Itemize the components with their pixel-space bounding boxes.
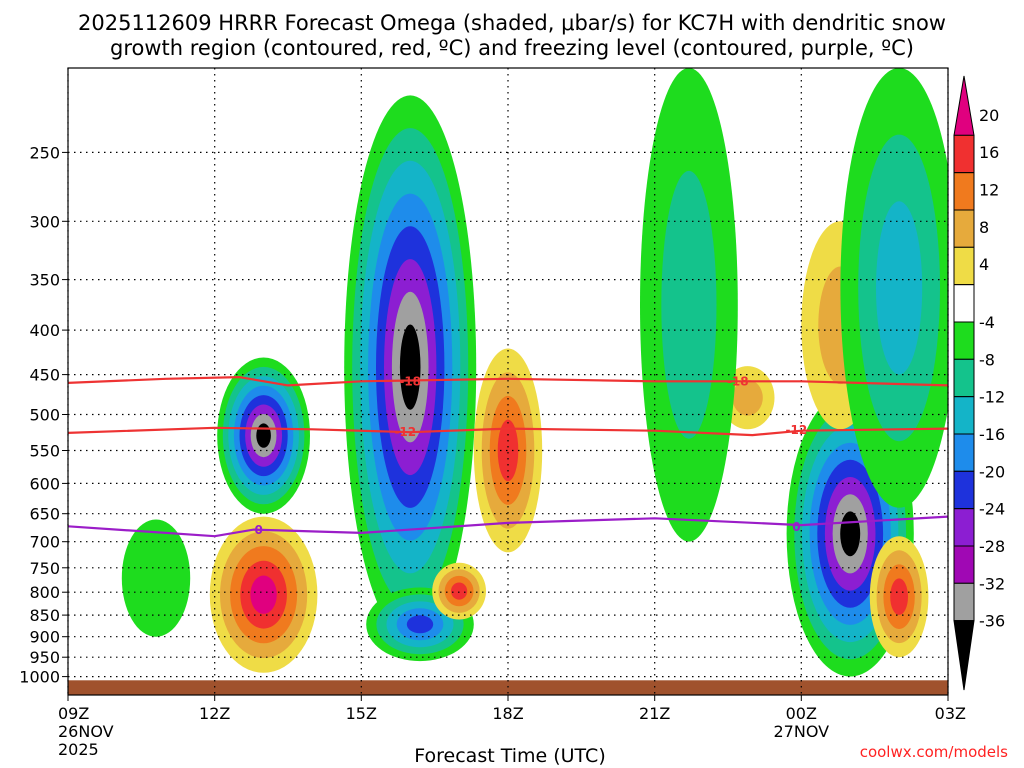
y-tick-label-250: 250 (29, 143, 60, 162)
x-tick-label-00Z: 00Z (786, 704, 817, 723)
colorbar-bin-14 (953, 620, 975, 691)
colorbar: 20 16 12 8 4 -4 -8 -12 -16 -20 -24 -28 -32 -36 (953, 75, 1005, 691)
y-tick-label-750: 750 (29, 559, 60, 578)
y-tick-label-350: 350 (29, 271, 60, 290)
y-tick-label-700: 700 (29, 533, 60, 552)
y-tick-label-550: 550 (29, 442, 60, 461)
omega-shade-1-7 (256, 423, 271, 448)
colorbar-label-12: -32 (979, 574, 1005, 593)
contour-label--18: -18 (727, 374, 749, 388)
x-tick-label-21Z: 21Z (639, 704, 670, 723)
colorbar-bin-8 (953, 396, 975, 435)
colorbar-bin-10 (953, 470, 975, 510)
omega-shade-2-4 (250, 575, 277, 614)
colorbar-bin-9 (953, 433, 975, 472)
colorbar-label-9: -20 (979, 462, 1005, 481)
colorbar-label-13: -36 (979, 612, 1005, 631)
contour-line--12 (68, 426, 948, 437)
contour-label--12: -12 (394, 425, 416, 439)
colorbar-bin-13 (953, 582, 975, 622)
omega-shade-5-3 (497, 419, 519, 482)
x-tick-date-09Z: 26NOV (58, 722, 114, 741)
y-tick-label-400: 400 (29, 321, 60, 340)
omega-shade-0-7 (399, 324, 421, 410)
y-tick-label-900: 900 (29, 628, 60, 647)
omega-shading-layer (121, 68, 948, 677)
colorbar-label-10: -24 (979, 500, 1005, 519)
colorbar-bin-1 (953, 134, 975, 174)
colorbar-label-8: -16 (979, 425, 1005, 444)
colorbar-label-1: 16 (979, 143, 999, 162)
contour-layer: -18 -12 0 -18 -12 0 (68, 374, 948, 538)
colorbar-bin-3 (953, 209, 975, 248)
colorbar-label-6: -8 (979, 350, 995, 369)
x-tick-label-03Z: 03Z (935, 704, 966, 723)
chart-title-line2: growth region (contoured, red, ºC) and f… (110, 36, 914, 60)
omega-shade-11-2 (876, 201, 923, 375)
x-tick-label-09Z: 09Z (58, 704, 89, 723)
colorbar-bin-11 (953, 508, 975, 547)
colorbar-label-11: -28 (979, 537, 1005, 556)
x-tick-label-18Z: 18Z (492, 704, 523, 723)
omega-shade-12-0 (121, 519, 191, 637)
y-tick-label-300: 300 (29, 212, 60, 231)
contour-line-0 (68, 515, 948, 538)
y-tick-label-850: 850 (29, 606, 60, 625)
x-tick-date-00Z: 27NOV (774, 722, 830, 741)
y-tick-label-600: 600 (29, 474, 60, 493)
x-tick-label-15Z: 15Z (346, 704, 377, 723)
omega-shade-7-3 (890, 578, 908, 615)
omega-shade-3-7 (840, 511, 861, 557)
colorbar-bin-12 (953, 545, 975, 584)
omega-shade-4-4 (406, 615, 434, 634)
y-tick-label-800: 800 (29, 583, 60, 602)
colorbar-bin-4 (953, 246, 975, 286)
ground-fill (68, 680, 948, 695)
chart-title-line1: 2025112609 HRRR Forecast Omega (shaded, … (78, 11, 946, 35)
y-tick-label-1000: 1000 (19, 668, 60, 687)
y-tick-label-950: 950 (29, 648, 60, 667)
omega-shade-8-1 (732, 379, 763, 416)
colorbar-bin-2 (953, 172, 975, 211)
omega-shade-6-3 (451, 582, 468, 600)
colorbar-label-3: 8 (979, 218, 989, 237)
colorbar-label-5: -4 (979, 313, 995, 332)
colorbar-bin-7 (953, 358, 975, 398)
colorbar-label-0: 20 (979, 106, 999, 125)
colorbar-bin-0 (953, 75, 975, 136)
colorbar-label-4: 4 (979, 255, 989, 274)
colorbar-bin-6 (953, 321, 975, 360)
x-tick-year-09Z: 2025 (58, 740, 99, 759)
credit-text: coolwx.com/models (860, 743, 1008, 761)
colorbar-label-2: 12 (979, 181, 999, 200)
x-axis-label: Forecast Time (UTC) (414, 745, 605, 767)
contour-label-0: 0 (255, 523, 263, 537)
contour-label-extra-1: -12 (786, 423, 808, 437)
y-tick-label-650: 650 (29, 505, 60, 524)
colorbar-bin-5 (953, 284, 975, 323)
contour-line--18 (68, 375, 948, 387)
x-tick-label-12Z: 12Z (199, 704, 230, 723)
colorbar-label-7: -12 (979, 388, 1005, 407)
contour-label-extra-2: 0 (792, 520, 800, 534)
y-tick-label-500: 500 (29, 406, 60, 425)
contour-label-extra-0: -18 (399, 374, 421, 388)
y-tick-label-450: 450 (29, 366, 60, 385)
y-axis-ticks: 250 300 350 400 450 500 550 600 650 700 750 800 850 9… (19, 143, 68, 687)
omega-shade-10-1 (661, 170, 717, 439)
